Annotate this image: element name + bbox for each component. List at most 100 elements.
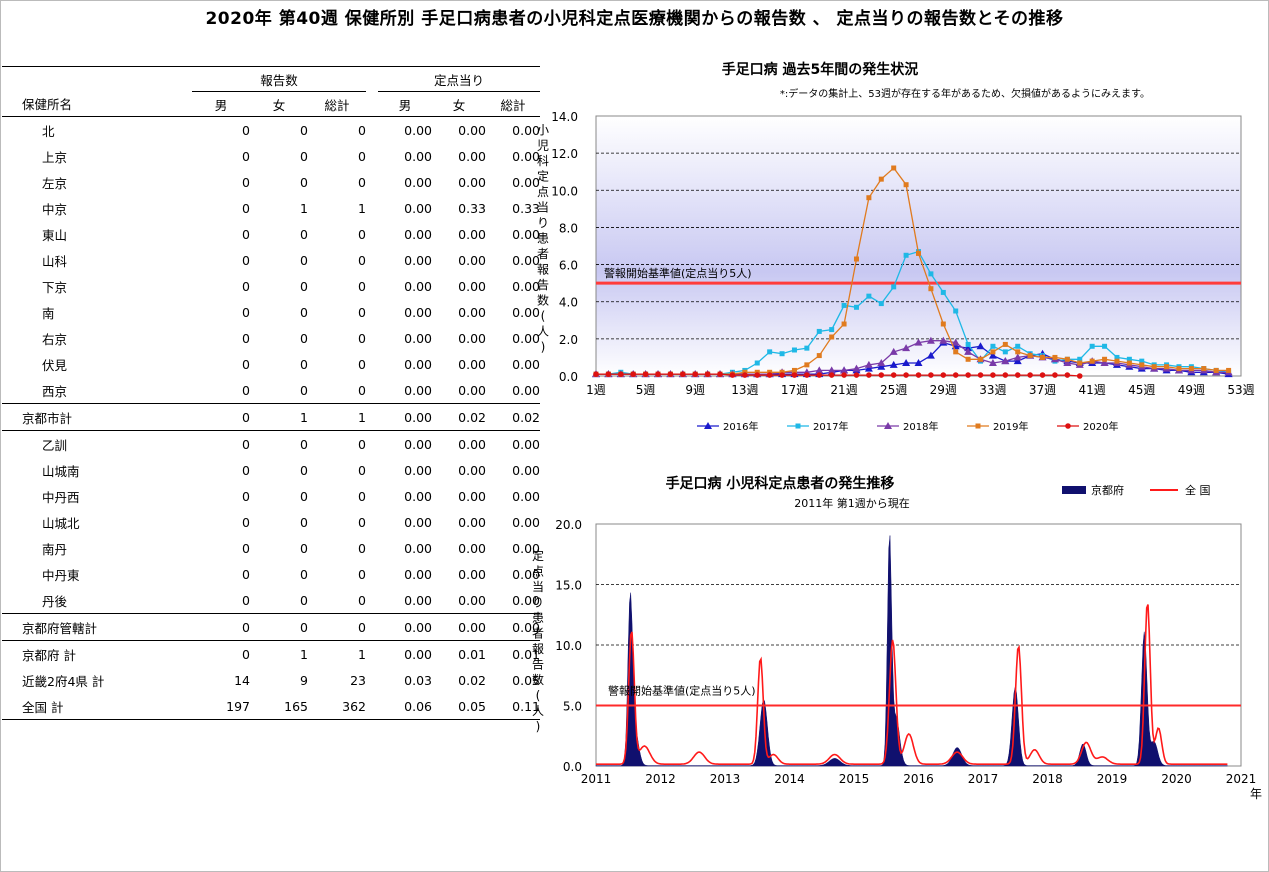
- point-marker: [903, 252, 909, 258]
- x-tick-label: 2018: [1032, 772, 1063, 786]
- point-marker: [630, 371, 637, 377]
- point-marker: [877, 359, 886, 366]
- cell-rate: 0.00: [404, 646, 432, 662]
- point-marker: [978, 356, 984, 362]
- table-row: 南 0 0 0 0.00 0.00 0.00: [2, 299, 540, 325]
- y-axis-label-char: (: [541, 309, 546, 323]
- cell-count: 0: [358, 330, 366, 346]
- y-tick-label: 20.0: [555, 518, 582, 532]
- page-title: 2020年 第40週 保健所別 手足口病患者の小児科定点医療機関からの報告数 、…: [205, 9, 1064, 29]
- cell-count: 23: [350, 672, 366, 688]
- cell-count: 0: [242, 619, 250, 635]
- table-row: 東山 0 0 0 0.00 0.00 0.00: [2, 221, 540, 247]
- point-marker: [1188, 366, 1194, 372]
- y-axis-label-char: 人: [537, 325, 549, 339]
- point-marker: [1002, 341, 1008, 347]
- threshold-label: 警報開始基準値(定点当り5人): [608, 684, 756, 698]
- row-name: 北: [42, 123, 55, 139]
- point-marker: [866, 293, 872, 299]
- row-name: 中京: [42, 201, 68, 217]
- point-marker: [877, 362, 886, 370]
- point-marker: [940, 321, 946, 327]
- cell-rate: 0.00: [458, 226, 486, 242]
- point-marker: [1015, 349, 1021, 355]
- row-name: 山城南: [42, 463, 80, 479]
- point-marker: [965, 356, 971, 362]
- x-tick-label: 33週: [979, 383, 1006, 397]
- cell-count: 0: [242, 488, 250, 504]
- row-name: 伏見: [42, 357, 68, 373]
- y-axis-label-char: 者: [532, 627, 544, 641]
- y-axis-label-char: (: [536, 689, 541, 703]
- y-tick-label: 2.0: [559, 333, 578, 347]
- cell-count: 0: [242, 252, 250, 268]
- point-marker: [1102, 343, 1108, 349]
- x-tick-label: 2016: [903, 772, 934, 786]
- point-marker: [964, 344, 973, 352]
- cell-count: 0: [358, 488, 366, 504]
- point-marker: [1077, 356, 1083, 362]
- cell-count: 0: [358, 226, 366, 242]
- y-tick-label: 10.0: [555, 639, 582, 653]
- x-tick-label: 2021: [1226, 772, 1257, 786]
- point-marker: [1139, 358, 1145, 364]
- point-marker: [1013, 357, 1022, 365]
- y-axis-label-char: り: [537, 216, 549, 230]
- point-marker: [729, 372, 736, 378]
- header-male: 男: [214, 97, 228, 113]
- cell-count: 0: [358, 252, 366, 268]
- cell-count: 0: [358, 436, 366, 452]
- point-marker: [1076, 373, 1083, 379]
- point-marker: [1126, 356, 1132, 362]
- cell-count: 0: [300, 122, 308, 138]
- cell-rate: 0.05: [512, 672, 540, 688]
- point-marker: [829, 334, 835, 340]
- point-marker: [1052, 354, 1058, 360]
- point-marker: [767, 349, 773, 355]
- cell-rate: 0.00: [404, 174, 432, 190]
- table-row: 全国 計 197 165 362 0.06 0.05 0.11: [2, 693, 540, 720]
- cell-rate: 0.00: [458, 619, 486, 635]
- y-axis-label-char: 点: [537, 185, 549, 199]
- cell-count: 0: [300, 619, 308, 635]
- point-marker: [667, 371, 674, 377]
- cell-count: 0: [242, 278, 250, 294]
- cell-rate: 0.00: [458, 252, 486, 268]
- point-marker: [926, 351, 935, 359]
- cell-count: 1: [358, 409, 366, 425]
- cell-rate: 0.00: [512, 462, 540, 478]
- cell-rate: 0.00: [512, 566, 540, 582]
- point-marker: [1164, 364, 1170, 370]
- point-marker: [939, 336, 948, 344]
- point-marker: [852, 364, 861, 372]
- point-marker: [902, 344, 911, 352]
- cell-rate: 0.00: [404, 356, 432, 372]
- header-male-per: 男: [398, 97, 412, 113]
- cell-count: 0: [300, 330, 308, 346]
- header-total-per: 総計: [500, 97, 526, 113]
- point-marker: [791, 367, 797, 373]
- cell-rate: 0.01: [458, 646, 486, 662]
- cell-rate: 0.00: [512, 488, 540, 504]
- cell-count: 0: [300, 278, 308, 294]
- y-axis-label-char: 報: [532, 642, 544, 656]
- point-marker: [903, 182, 909, 188]
- y-axis-label-char: 児: [537, 139, 549, 153]
- y-axis-label-char: 数: [537, 293, 549, 308]
- cell-rate: 0.00: [512, 148, 540, 164]
- cell-count: 0: [300, 514, 308, 530]
- cell-rate: 0.00: [458, 488, 486, 504]
- table-row: 右京 0 0 0 0.00 0.00 0.00: [2, 325, 540, 351]
- cell-count: 1: [300, 200, 308, 216]
- cell-rate: 0.00: [512, 174, 540, 190]
- y-axis-label-char: 告: [537, 278, 549, 292]
- point-marker: [680, 371, 686, 377]
- chart1-note: *:データの集計上、53週が存在する年があるため、欠損値があるようにみえます。: [780, 87, 1150, 100]
- point-marker: [1052, 372, 1058, 378]
- cell-count: 0: [300, 174, 308, 190]
- cell-rate: 0.00: [512, 304, 540, 320]
- x-tick-label: 49週: [1178, 383, 1205, 397]
- point-marker: [977, 372, 984, 378]
- point-marker: [1065, 423, 1071, 429]
- cell-rate: 0.00: [404, 488, 432, 504]
